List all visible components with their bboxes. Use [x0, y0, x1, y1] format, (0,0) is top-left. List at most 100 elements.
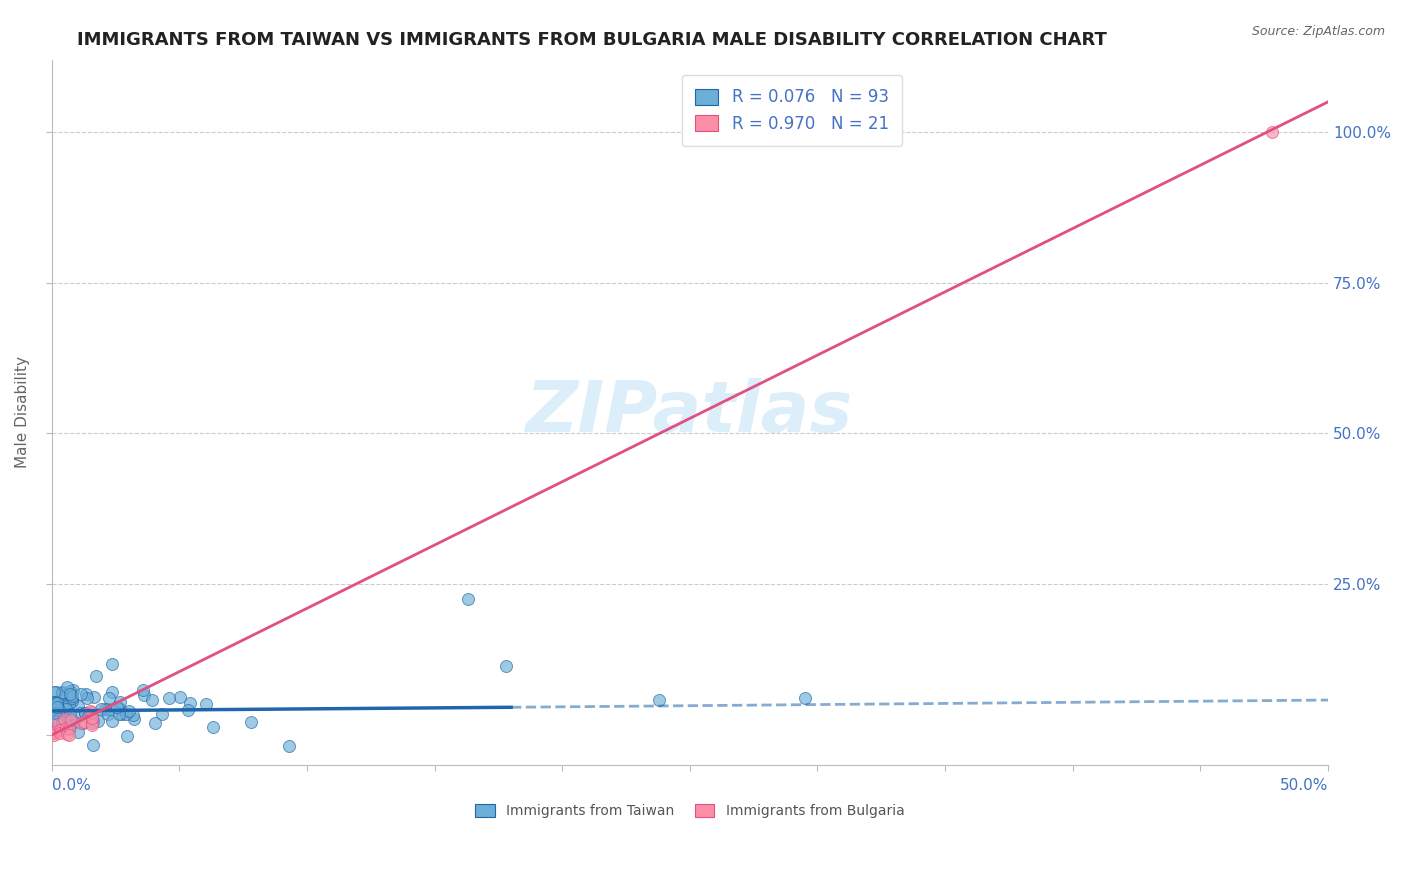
Point — [60, 689, 83, 703]
Point — [62, 683, 84, 698]
Point — [69, 706, 91, 720]
Point — [49, 708, 72, 723]
Point — [73, 715, 96, 730]
Point — [86, 668, 108, 682]
Point — [457, 592, 479, 607]
Point — [59, 687, 82, 701]
Point — [495, 658, 517, 673]
Point — [49, 708, 72, 723]
Point — [101, 657, 124, 672]
Point — [56, 707, 79, 722]
Point — [46, 696, 69, 710]
Point — [49, 706, 72, 720]
Point — [82, 711, 104, 725]
Point — [73, 706, 96, 721]
Point — [90, 702, 112, 716]
Point — [195, 697, 218, 711]
Point — [49, 706, 72, 721]
Point — [51, 693, 73, 707]
Point — [58, 722, 80, 736]
Point — [42, 725, 65, 739]
Point — [117, 729, 139, 743]
Point — [62, 694, 84, 708]
Point — [48, 703, 70, 717]
Point — [58, 696, 80, 710]
Point — [132, 683, 155, 698]
Point — [179, 696, 201, 710]
Point — [648, 693, 671, 707]
Point — [75, 706, 97, 720]
Point — [53, 712, 76, 726]
Point — [1261, 125, 1284, 139]
Point — [44, 696, 66, 710]
Point — [97, 707, 120, 722]
Point — [82, 714, 104, 729]
Point — [59, 707, 82, 722]
Point — [42, 724, 65, 739]
Point — [42, 698, 65, 713]
Point — [58, 697, 80, 711]
Point — [42, 695, 65, 709]
Point — [51, 686, 73, 700]
Point — [121, 708, 143, 723]
Point — [143, 716, 166, 731]
Point — [108, 695, 131, 709]
Point — [60, 690, 83, 705]
Point — [82, 718, 104, 732]
Text: Source: ZipAtlas.com: Source: ZipAtlas.com — [1251, 25, 1385, 38]
Point — [42, 728, 65, 742]
Point — [58, 728, 80, 742]
Point — [55, 721, 77, 735]
Point — [77, 710, 100, 724]
Point — [60, 713, 83, 727]
Point — [93, 702, 115, 716]
Point — [201, 720, 224, 734]
Point — [52, 712, 75, 726]
Text: 50.0%: 50.0% — [1279, 779, 1329, 794]
Point — [55, 702, 77, 716]
Point — [239, 715, 262, 730]
Point — [48, 704, 70, 718]
Point — [157, 690, 180, 705]
Point — [105, 699, 128, 714]
Point — [115, 706, 138, 721]
Text: ZIPatlas: ZIPatlas — [526, 378, 853, 447]
Point — [97, 702, 120, 716]
Legend: Immigrants from Taiwan, Immigrants from Bulgaria: Immigrants from Taiwan, Immigrants from … — [468, 797, 911, 825]
Point — [150, 706, 173, 721]
Point — [42, 726, 65, 740]
Point — [108, 702, 131, 716]
Point — [49, 725, 72, 739]
Point — [56, 698, 79, 713]
Point — [108, 706, 131, 721]
Point — [48, 723, 70, 738]
Point — [79, 704, 101, 718]
Point — [48, 701, 70, 715]
Point — [42, 702, 65, 716]
Point — [46, 700, 69, 714]
Point — [48, 708, 70, 723]
Point — [46, 717, 69, 731]
Point — [97, 690, 120, 705]
Point — [51, 715, 73, 730]
Point — [51, 684, 73, 698]
Point — [76, 690, 98, 705]
Point — [132, 688, 155, 702]
Point — [278, 739, 301, 753]
Point — [111, 706, 134, 721]
Point — [66, 699, 89, 714]
Text: 0.0%: 0.0% — [52, 779, 90, 794]
Point — [100, 714, 122, 728]
Point — [42, 684, 65, 698]
Point — [122, 712, 145, 726]
Point — [63, 714, 86, 729]
Point — [169, 690, 191, 705]
Point — [45, 684, 67, 698]
Point — [45, 714, 67, 728]
Point — [67, 725, 90, 739]
Point — [44, 706, 66, 720]
Point — [58, 715, 80, 730]
Point — [44, 722, 66, 736]
Point — [72, 715, 94, 730]
Text: IMMIGRANTS FROM TAIWAN VS IMMIGRANTS FROM BULGARIA MALE DISABILITY CORRELATION C: IMMIGRANTS FROM TAIWAN VS IMMIGRANTS FRO… — [77, 31, 1107, 49]
